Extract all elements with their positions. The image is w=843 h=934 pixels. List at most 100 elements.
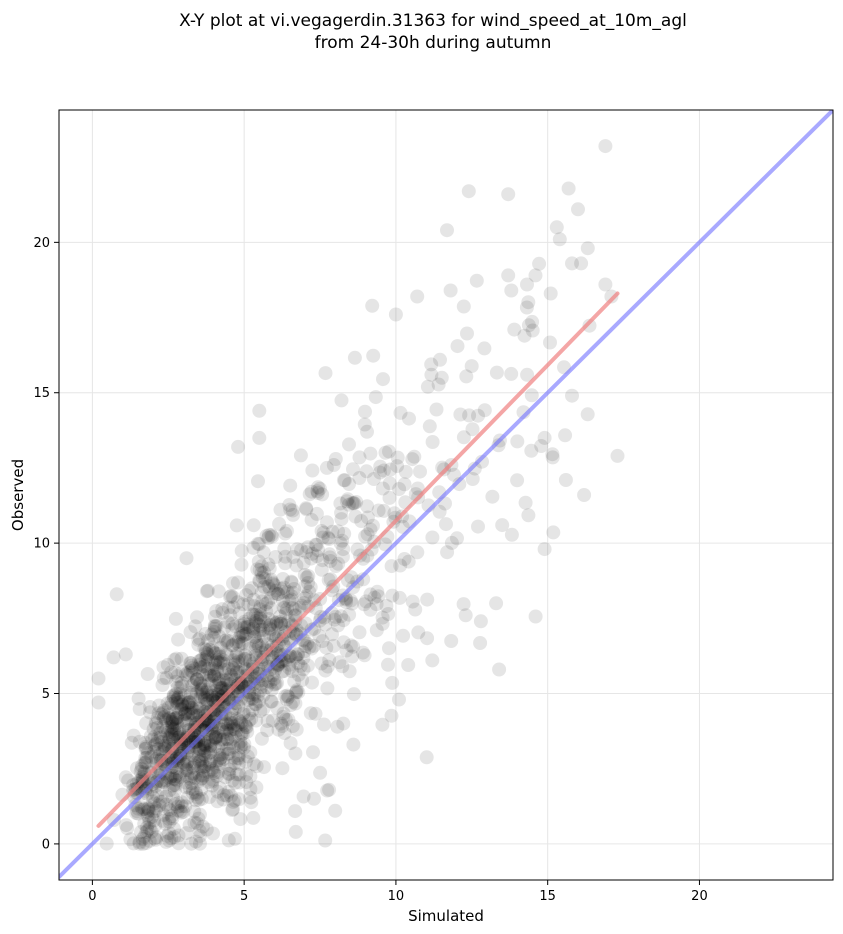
scatter-point (469, 273, 484, 288)
scatter-point (239, 775, 254, 790)
scatter-point (212, 649, 227, 664)
scatter-point (231, 654, 246, 669)
scatter-point (208, 731, 223, 746)
scatter-point (159, 834, 174, 849)
scatter-point (393, 405, 408, 420)
scatter-point (216, 792, 231, 807)
scatter-point (276, 593, 290, 608)
scatter-point (182, 818, 197, 833)
scatter-point (238, 754, 253, 769)
scatter-point (334, 609, 348, 624)
scatter-point (352, 450, 367, 465)
scatter-point (211, 692, 226, 707)
scatter-point (473, 636, 488, 650)
scatter-point (198, 759, 213, 774)
scatter-point (206, 826, 220, 841)
scatter-point (510, 473, 525, 488)
scatter-point (199, 696, 214, 711)
scatter-point (239, 588, 254, 603)
scatter-point (375, 610, 390, 625)
scatter-point (390, 459, 405, 474)
scatter-point (184, 836, 199, 851)
scatter-point (277, 541, 292, 556)
scatter-point (289, 684, 304, 699)
scatter-point (204, 627, 219, 642)
scatter-point (208, 730, 223, 745)
scatter-point (161, 700, 176, 715)
scatter-point (274, 616, 289, 631)
scatter-point (297, 568, 312, 582)
scatter-point (283, 502, 298, 517)
scatter-point (243, 782, 258, 797)
scatter-point (252, 626, 267, 641)
scatter-point (268, 583, 283, 598)
scatter-point (230, 664, 245, 679)
scatter-point (175, 698, 190, 712)
scatter-point (181, 697, 196, 712)
scatter-point (185, 785, 200, 800)
scatter-point (254, 680, 269, 695)
scatter-point (192, 774, 207, 789)
scatter-point (264, 682, 279, 697)
scatter-point (163, 803, 178, 818)
scatter-point (254, 638, 269, 653)
scatter-point (201, 746, 216, 760)
scatter-point (180, 754, 195, 769)
scatter-point (274, 581, 288, 596)
scatter-point (191, 811, 206, 826)
scatter-point (228, 722, 243, 737)
scatter-point (173, 804, 188, 818)
scatter-point (227, 729, 242, 744)
scatter-point (264, 572, 279, 587)
scatter-point (571, 202, 585, 217)
scatter-point (278, 606, 293, 621)
scatter-point (313, 765, 328, 780)
scatter-point (336, 542, 351, 557)
scatter-point (178, 733, 193, 748)
scatter-point (407, 449, 422, 464)
scatter-point (134, 825, 148, 839)
scatter-point (171, 692, 185, 707)
scatter-point (447, 467, 461, 482)
x-tick-label: 10 (388, 889, 405, 904)
scatter-point (264, 528, 279, 543)
scatter-point (182, 781, 197, 795)
scatter-point (252, 563, 267, 577)
scatter-point (227, 831, 242, 846)
scatter-point (249, 713, 264, 728)
scatter-point (229, 666, 244, 680)
scatter-point (305, 675, 319, 690)
scatter-point (203, 739, 218, 753)
scatter-point (198, 738, 213, 753)
scatter-point (322, 653, 337, 667)
scatter-point (254, 559, 269, 574)
scatter-point (206, 668, 221, 683)
scatter-point (140, 823, 155, 838)
scatter-point (246, 540, 261, 555)
scatter-point (318, 366, 333, 381)
scatter-point (396, 628, 411, 643)
scatter-point (194, 782, 209, 797)
scatter-point (185, 760, 200, 775)
scatter-point (172, 722, 187, 737)
scatter-point (261, 557, 276, 572)
scatter-point (201, 661, 216, 676)
scatter-point (364, 542, 379, 557)
scatter-point (375, 481, 390, 496)
scatter-point (195, 768, 210, 783)
scatter-point (232, 713, 247, 728)
scatter-point (226, 722, 241, 737)
scatter-point (334, 505, 349, 520)
scatter-point (365, 518, 380, 533)
scatter-point (259, 643, 274, 658)
scatter-point (340, 492, 355, 507)
scatter-point (132, 835, 147, 850)
scatter-point (164, 694, 179, 709)
scatter-point (363, 602, 378, 617)
scatter-point (216, 732, 230, 747)
scatter-point (327, 612, 342, 627)
scatter-point (190, 610, 204, 625)
scatter-point (335, 659, 350, 674)
scatter-point (292, 600, 307, 615)
